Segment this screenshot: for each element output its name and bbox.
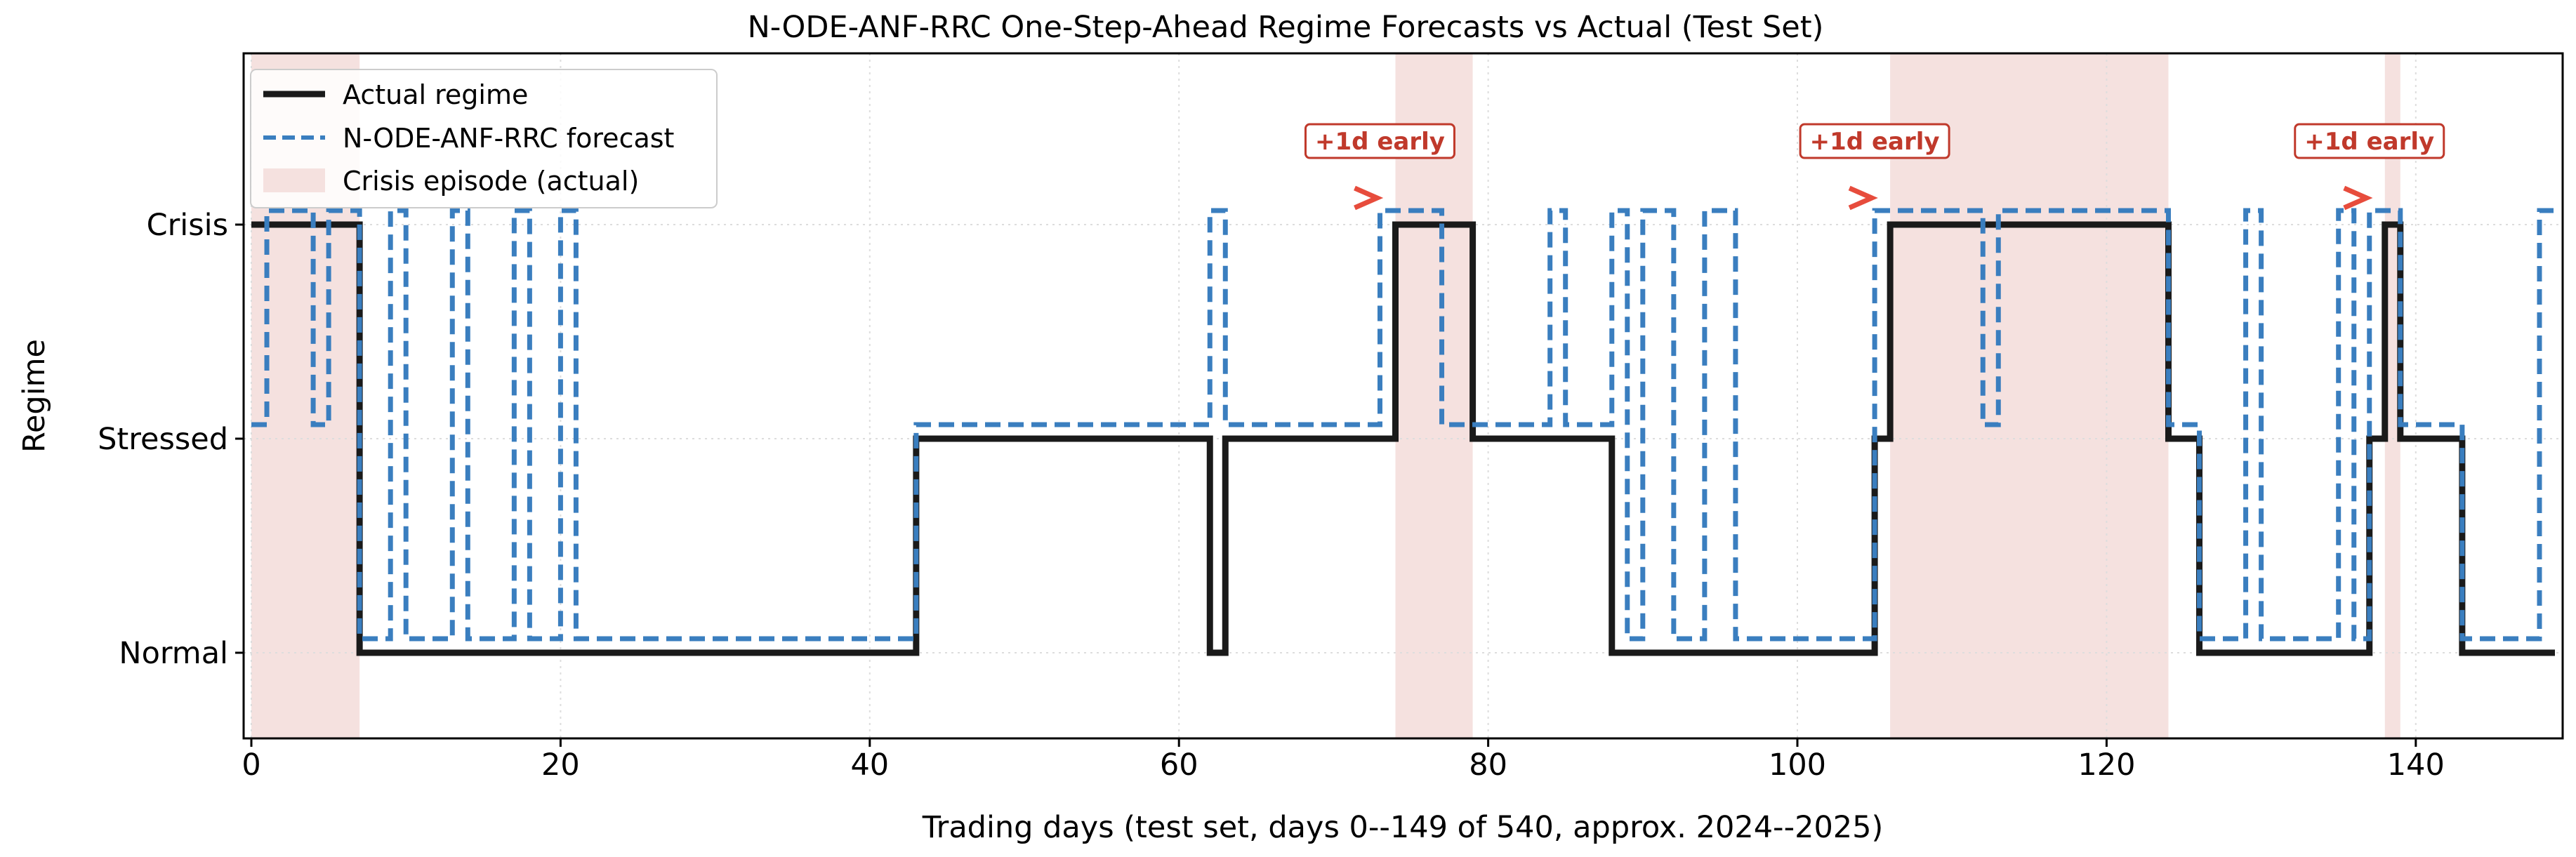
early-label-box-1 bbox=[1799, 123, 1950, 159]
legend-forecast-label: N-ODE-ANF-RRC forecast bbox=[343, 123, 674, 154]
early-warning-arrow-2 bbox=[2343, 185, 2373, 211]
early-label-0: +1d early bbox=[1315, 128, 1445, 156]
x-tick-label-20: 20 bbox=[541, 748, 580, 783]
forecast-regime-line bbox=[251, 208, 2555, 642]
early-warning-arrow-1 bbox=[1848, 185, 1878, 211]
x-tick-label-60: 60 bbox=[1160, 748, 1198, 783]
annotation-layer: +1d early +1d early +1d early bbox=[1304, 123, 2445, 211]
early-label-1: +1d early bbox=[1810, 128, 1940, 156]
legend-frame bbox=[250, 69, 718, 208]
legend-crisis-label: Crisis episode (actual) bbox=[343, 166, 639, 197]
chart-title: N-ODE-ANF-RRC One-Step-Ahead Regime Fore… bbox=[748, 10, 1824, 45]
y-tick-label-crisis: Crisis bbox=[147, 208, 228, 243]
legend-crisis-swatch bbox=[263, 168, 325, 192]
legend-actual-label: Actual regime bbox=[343, 79, 528, 110]
crisis-span-1 bbox=[1395, 53, 1473, 738]
legend: Actual regime N-ODE-ANF-RRC forecast Cri… bbox=[250, 69, 718, 208]
y-tick-label-stressed: Stressed bbox=[98, 422, 228, 457]
tick-layer: 0 20 40 60 80 100 120 140 Normal Stressed Crisis bbox=[98, 208, 2445, 783]
series-layer bbox=[251, 208, 2555, 656]
early-label-box-2 bbox=[2294, 123, 2445, 159]
early-warning-arrow-0 bbox=[1354, 185, 1384, 211]
x-tick-label-40: 40 bbox=[850, 748, 889, 783]
x-axis-label: Trading days (test set, days 0--149 of 5… bbox=[922, 810, 1884, 845]
x-tick-label-100: 100 bbox=[1769, 748, 1826, 783]
y-axis-label: Regime bbox=[17, 339, 52, 453]
x-tick-label-0: 0 bbox=[242, 748, 260, 783]
plot-frame bbox=[242, 52, 2564, 740]
x-tick-label-80: 80 bbox=[1469, 748, 1507, 783]
y-tick-label-normal: Normal bbox=[119, 636, 228, 671]
x-tick-label-140: 140 bbox=[2387, 748, 2445, 783]
x-tick-label-120: 120 bbox=[2078, 748, 2135, 783]
early-label-box-0 bbox=[1304, 123, 1455, 159]
crisis-span-2 bbox=[1890, 53, 2169, 738]
early-label-2: +1d early bbox=[2304, 128, 2434, 156]
